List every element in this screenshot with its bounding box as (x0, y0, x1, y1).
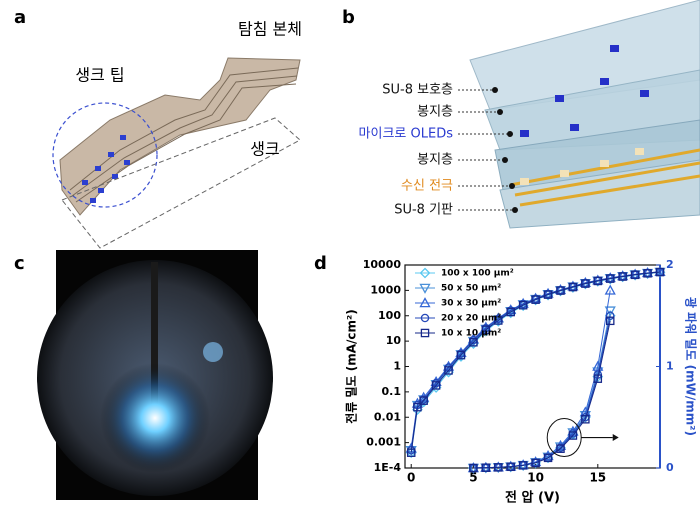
y-tick-label: 10 (386, 334, 402, 347)
y-tick-label: 1 (393, 360, 401, 373)
layer-label: 봉지층 (417, 105, 453, 120)
current-density-line-point (444, 366, 453, 375)
current-density-line-point (431, 381, 441, 390)
chart: 1E-4 0.001 0.01 0.1 1 10 100 1000 10000 0 1 2 0 5 10 15… (344, 258, 699, 506)
legend-marker (419, 283, 431, 294)
photo (37, 250, 273, 500)
annotation: 탐침 본체 (238, 20, 302, 39)
leader-dot (497, 109, 503, 115)
optical-power-line (473, 315, 611, 469)
current-density-line-point (618, 272, 627, 281)
legend-marker (420, 313, 430, 323)
legend-label: 100 x 100 μm² (441, 269, 514, 279)
optical-power-line (473, 320, 611, 469)
current-density-line-point (543, 290, 553, 299)
optical-power-line (473, 315, 611, 469)
optical-power-line-point (506, 462, 515, 472)
x-tick-label: 5 (469, 471, 477, 485)
current-density-line-point (506, 307, 515, 317)
optical-power-line-point (568, 431, 578, 440)
current-density-line-point (456, 350, 466, 360)
leader-dot (507, 131, 513, 137)
annotation: 생크 (250, 140, 279, 159)
current-density-line-point (581, 279, 590, 288)
current-density-line-point (469, 338, 478, 347)
current-density-line-point (406, 448, 416, 457)
current-density-line (410, 271, 661, 453)
legend-label: 20 x 20 μm² (441, 314, 501, 324)
y2-tick-label: 2 (666, 258, 674, 271)
optical-power-line-point (531, 458, 540, 468)
current-density-line-point (531, 295, 540, 304)
y-tick-label: 10000 (363, 258, 402, 271)
current-density-line-point (419, 396, 428, 405)
current-density-line-point (655, 267, 665, 277)
y-tick-label: 1000 (370, 283, 401, 296)
leader-dot (512, 207, 518, 213)
current-density-line-point (413, 402, 422, 412)
legend-marker (420, 328, 430, 338)
legend-marker (419, 297, 431, 308)
current-density-line-point (518, 300, 528, 310)
current-density-line-point (556, 286, 565, 295)
legend-label: 50 x 50 μm² (441, 284, 501, 294)
y-tick-label: 0.001 (366, 436, 401, 449)
panel-label: b (342, 7, 355, 28)
optical-power-line-point (518, 461, 528, 470)
legend-label: 30 x 30 μm² (441, 299, 501, 309)
current-density-line-point (481, 325, 491, 335)
layer-label: SU-8 보호층 (382, 83, 453, 98)
optical-power-line-point (593, 374, 603, 383)
optical-power-line-point (494, 463, 503, 472)
current-density-line-point (593, 276, 603, 286)
optical-power-line-point (604, 306, 616, 317)
panel-label: c (14, 253, 25, 274)
y-tick-label: 0.1 (382, 385, 402, 398)
y-axis-label: 전류 밀도 (mA/cm²) (344, 309, 359, 424)
legend-label: 10 x 10 μm² (441, 329, 501, 339)
layer-illustration (469, 0, 700, 229)
leader-dot (509, 183, 515, 189)
layer-label: SU-8 기판 (394, 203, 453, 218)
y2-tick-label: 1 (666, 360, 674, 373)
optical-power-line-point (543, 453, 553, 463)
optical-power-line-point (556, 444, 565, 453)
optical-power-line-point (605, 311, 615, 320)
layer-label: 수신 전극 (401, 179, 453, 194)
y-tick-label: 100 (378, 309, 401, 322)
optical-power-line-point (604, 284, 616, 295)
optical-power-line-point (581, 415, 590, 424)
legend-marker (419, 267, 431, 279)
y-tick-label: 0.01 (374, 410, 401, 423)
x-tick-label: 10 (527, 471, 544, 485)
current-density-line-point (643, 269, 652, 278)
current-density-line-point (630, 270, 640, 280)
y2-tick-label: 0 (666, 461, 674, 474)
leader-dot (492, 87, 498, 93)
probe-illustration (52, 57, 301, 249)
current-density-line-point (605, 274, 615, 283)
panel-label: d (314, 253, 327, 274)
current-density-line-point (568, 282, 578, 292)
y-tick-label: 1E-4 (374, 461, 402, 474)
layer-label: 봉지층 (417, 153, 453, 168)
layer-label: 마이크로 OLEDs (359, 127, 454, 142)
current-density-line-point (494, 316, 503, 325)
annotation: 생크 팁 (75, 66, 124, 85)
x-tick-label: 0 (407, 471, 415, 485)
leader-dot (502, 157, 508, 163)
panel-label: a (14, 7, 26, 28)
optical-power-line-point (605, 316, 615, 326)
optical-power-line-point (481, 463, 491, 472)
x-axis-label: 전 압 (V) (505, 490, 560, 506)
x-tick-label: 15 (589, 471, 606, 485)
y2-axis-label: 광 파워 밀도 (mW/mm²) (684, 297, 699, 436)
optical-power-line-point (469, 463, 478, 473)
arrow-head (612, 434, 619, 442)
